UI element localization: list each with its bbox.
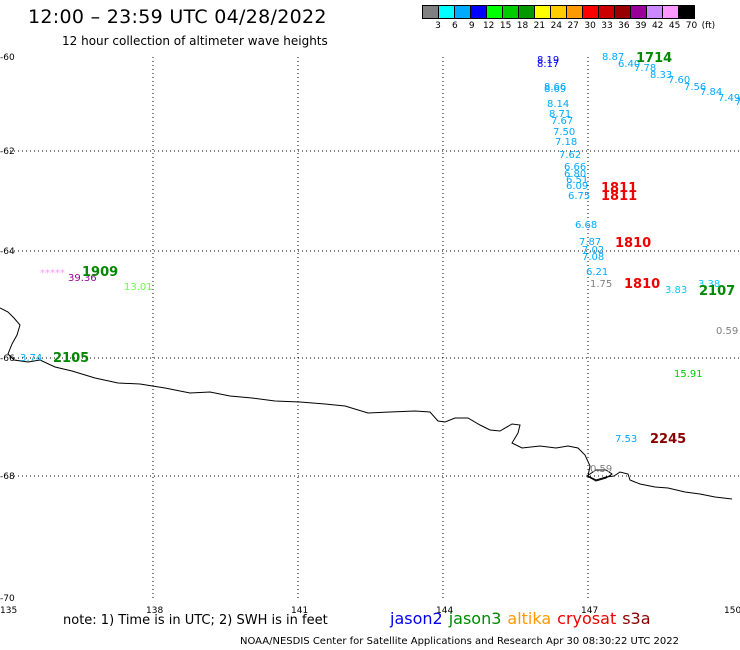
longitude-label: 138 bbox=[146, 606, 163, 616]
wave-height-value: 8.14 bbox=[547, 99, 569, 110]
wave-height-value: 7.62 bbox=[559, 150, 581, 161]
footer-note: note: 1) Time is in UTC; 2) SWH is in fe… bbox=[63, 613, 328, 628]
wave-height-value: 3.38 bbox=[698, 279, 720, 290]
wave-height-value: 7.50 bbox=[553, 127, 575, 138]
wave-height-value: 7.84 bbox=[700, 87, 722, 98]
longitude-label: 150 bbox=[724, 606, 740, 616]
scale-label: (ft) bbox=[701, 21, 716, 31]
pass-time-label: 2107 bbox=[699, 284, 735, 299]
satellite-legend-item: s3a bbox=[622, 609, 651, 628]
wave-height-value: 8.17 bbox=[537, 59, 559, 70]
pass-time-label: 1810 bbox=[624, 277, 660, 292]
color-scale-legend: 3 6 9 12 15 18 21 24 27 30 33 36 39 42 45 70 (ft) bbox=[422, 5, 715, 31]
coastline bbox=[0, 307, 733, 500]
wave-height-value: 0.59 bbox=[716, 326, 738, 337]
wave-height-value: 7.53 bbox=[615, 434, 637, 445]
wave-height-value: 3.74 bbox=[20, 353, 42, 364]
latitude-label: -60 bbox=[0, 53, 15, 63]
scale-swatch bbox=[678, 5, 695, 19]
scale-label: 27 bbox=[567, 21, 579, 31]
wave-height-value: 6.21 bbox=[586, 267, 608, 278]
wave-height-value: 6.09 bbox=[566, 181, 588, 192]
scale-label: 6 bbox=[452, 21, 458, 31]
pass-time-label: 1909 bbox=[82, 265, 118, 280]
satellite-legend-item: cryosat bbox=[557, 609, 617, 628]
scale-label: 15 bbox=[499, 21, 512, 31]
longitude-label: 141 bbox=[291, 606, 308, 616]
wave-height-value: 7.08 bbox=[582, 252, 604, 263]
longitude-label: 135 bbox=[0, 606, 17, 616]
wave-height-value: 6.75 bbox=[568, 191, 590, 202]
scale-label: 45 bbox=[668, 21, 681, 31]
wave-height-value: 7.49 bbox=[718, 93, 740, 104]
wave-height-value: 6.80 bbox=[564, 169, 586, 180]
wave-height-value: 7 bbox=[735, 97, 740, 108]
pass-time-label: 2105 bbox=[53, 351, 89, 366]
coastline-island bbox=[586, 469, 613, 482]
map-subtitle: 12 hour collection of altimeter wave hei… bbox=[62, 34, 328, 48]
color-scale-swatches bbox=[422, 5, 695, 19]
pass-time-label: 2245 bbox=[650, 432, 686, 447]
latitude-label: -68 bbox=[0, 472, 15, 482]
pass-time-label: 1810 bbox=[615, 236, 651, 251]
latitude-label: -62 bbox=[0, 147, 15, 157]
wave-height-value: 6.66 bbox=[564, 162, 586, 173]
wave-height-value: 15.91 bbox=[674, 369, 703, 380]
wave-height-value: 13.01 bbox=[124, 282, 153, 293]
latitude-label: -66 bbox=[0, 354, 15, 364]
pass-time-label: 1811 bbox=[601, 181, 637, 196]
wave-height-value: 7.56 bbox=[684, 82, 706, 93]
wave-height-value: 7.87 bbox=[579, 237, 601, 248]
wave-height-value: 7.67 bbox=[551, 116, 573, 127]
pass-time-label: 1714 bbox=[636, 51, 672, 66]
wave-height-value: ***** bbox=[40, 268, 65, 279]
scale-label: 33 bbox=[601, 21, 613, 31]
wave-height-value: 8.66 bbox=[544, 82, 566, 93]
footer-credit: NOAA/NESDIS Center for Satellite Applica… bbox=[240, 636, 679, 647]
scale-label: 36 bbox=[618, 21, 630, 31]
wave-height-value: 0.59 bbox=[590, 464, 612, 475]
wave-height-value: 6.40 bbox=[618, 59, 640, 70]
scale-label: 42 bbox=[651, 21, 664, 31]
wave-height-value: 1.75 bbox=[590, 279, 612, 290]
scale-label: 12 bbox=[482, 21, 495, 31]
longitude-label: 147 bbox=[581, 606, 598, 616]
satellite-legend-item: jason2 bbox=[390, 609, 443, 628]
wave-height-value: 7.02 bbox=[582, 245, 604, 256]
scale-label: 24 bbox=[550, 21, 563, 31]
wave-height-value: 3.83 bbox=[665, 285, 687, 296]
pass-time-label: 1811 bbox=[601, 189, 637, 204]
wave-height-value: 6.51 bbox=[566, 175, 588, 186]
wave-height-value: 6.68 bbox=[575, 220, 597, 231]
scale-label: 9 bbox=[468, 21, 475, 31]
wave-height-observations: 8.198.17 8.876.407.788.337.607.567.847.49… bbox=[20, 52, 740, 475]
satellite-legend-item: altika bbox=[507, 609, 552, 628]
wave-height-value: 8.33 bbox=[650, 70, 672, 81]
wave-height-value: 7.18 bbox=[555, 137, 577, 148]
satellite-legend: jason2 jason3 altika cryosat s3a bbox=[390, 609, 657, 628]
wave-height-value: 7.78 bbox=[634, 63, 656, 74]
latitude-label: -70 bbox=[0, 594, 15, 604]
wave-height-value: 7.60 bbox=[668, 75, 690, 86]
wave-height-value: 8.69 bbox=[544, 84, 566, 95]
latitude-label: -64 bbox=[0, 247, 15, 257]
scale-label: 70 bbox=[685, 21, 698, 31]
wave-height-value: 8.71 bbox=[549, 109, 571, 120]
wave-height-value: 39.36 bbox=[68, 273, 97, 284]
scale-label: 18 bbox=[516, 21, 529, 31]
scale-label: 3 bbox=[435, 21, 441, 31]
map-title: 12:00 – 23:59 UTC 04/28/2022 bbox=[28, 6, 327, 28]
satellite-legend-item: jason3 bbox=[448, 609, 502, 628]
scale-label: 21 bbox=[533, 21, 546, 31]
scale-label: 39 bbox=[635, 21, 647, 31]
scale-label: 30 bbox=[584, 21, 596, 31]
color-scale-labels: 3 6 9 12 15 18 21 24 27 30 33 36 39 42 45 70 (ft) bbox=[422, 21, 740, 33]
longitude-label: 144 bbox=[436, 606, 453, 616]
graticule: -60 -62 -64 -66 -68 -70 135 138 141 144 147 150 bbox=[0, 53, 740, 616]
wave-height-value: 8.87 bbox=[602, 52, 624, 63]
wave-height-value: 8.19 bbox=[537, 55, 559, 66]
